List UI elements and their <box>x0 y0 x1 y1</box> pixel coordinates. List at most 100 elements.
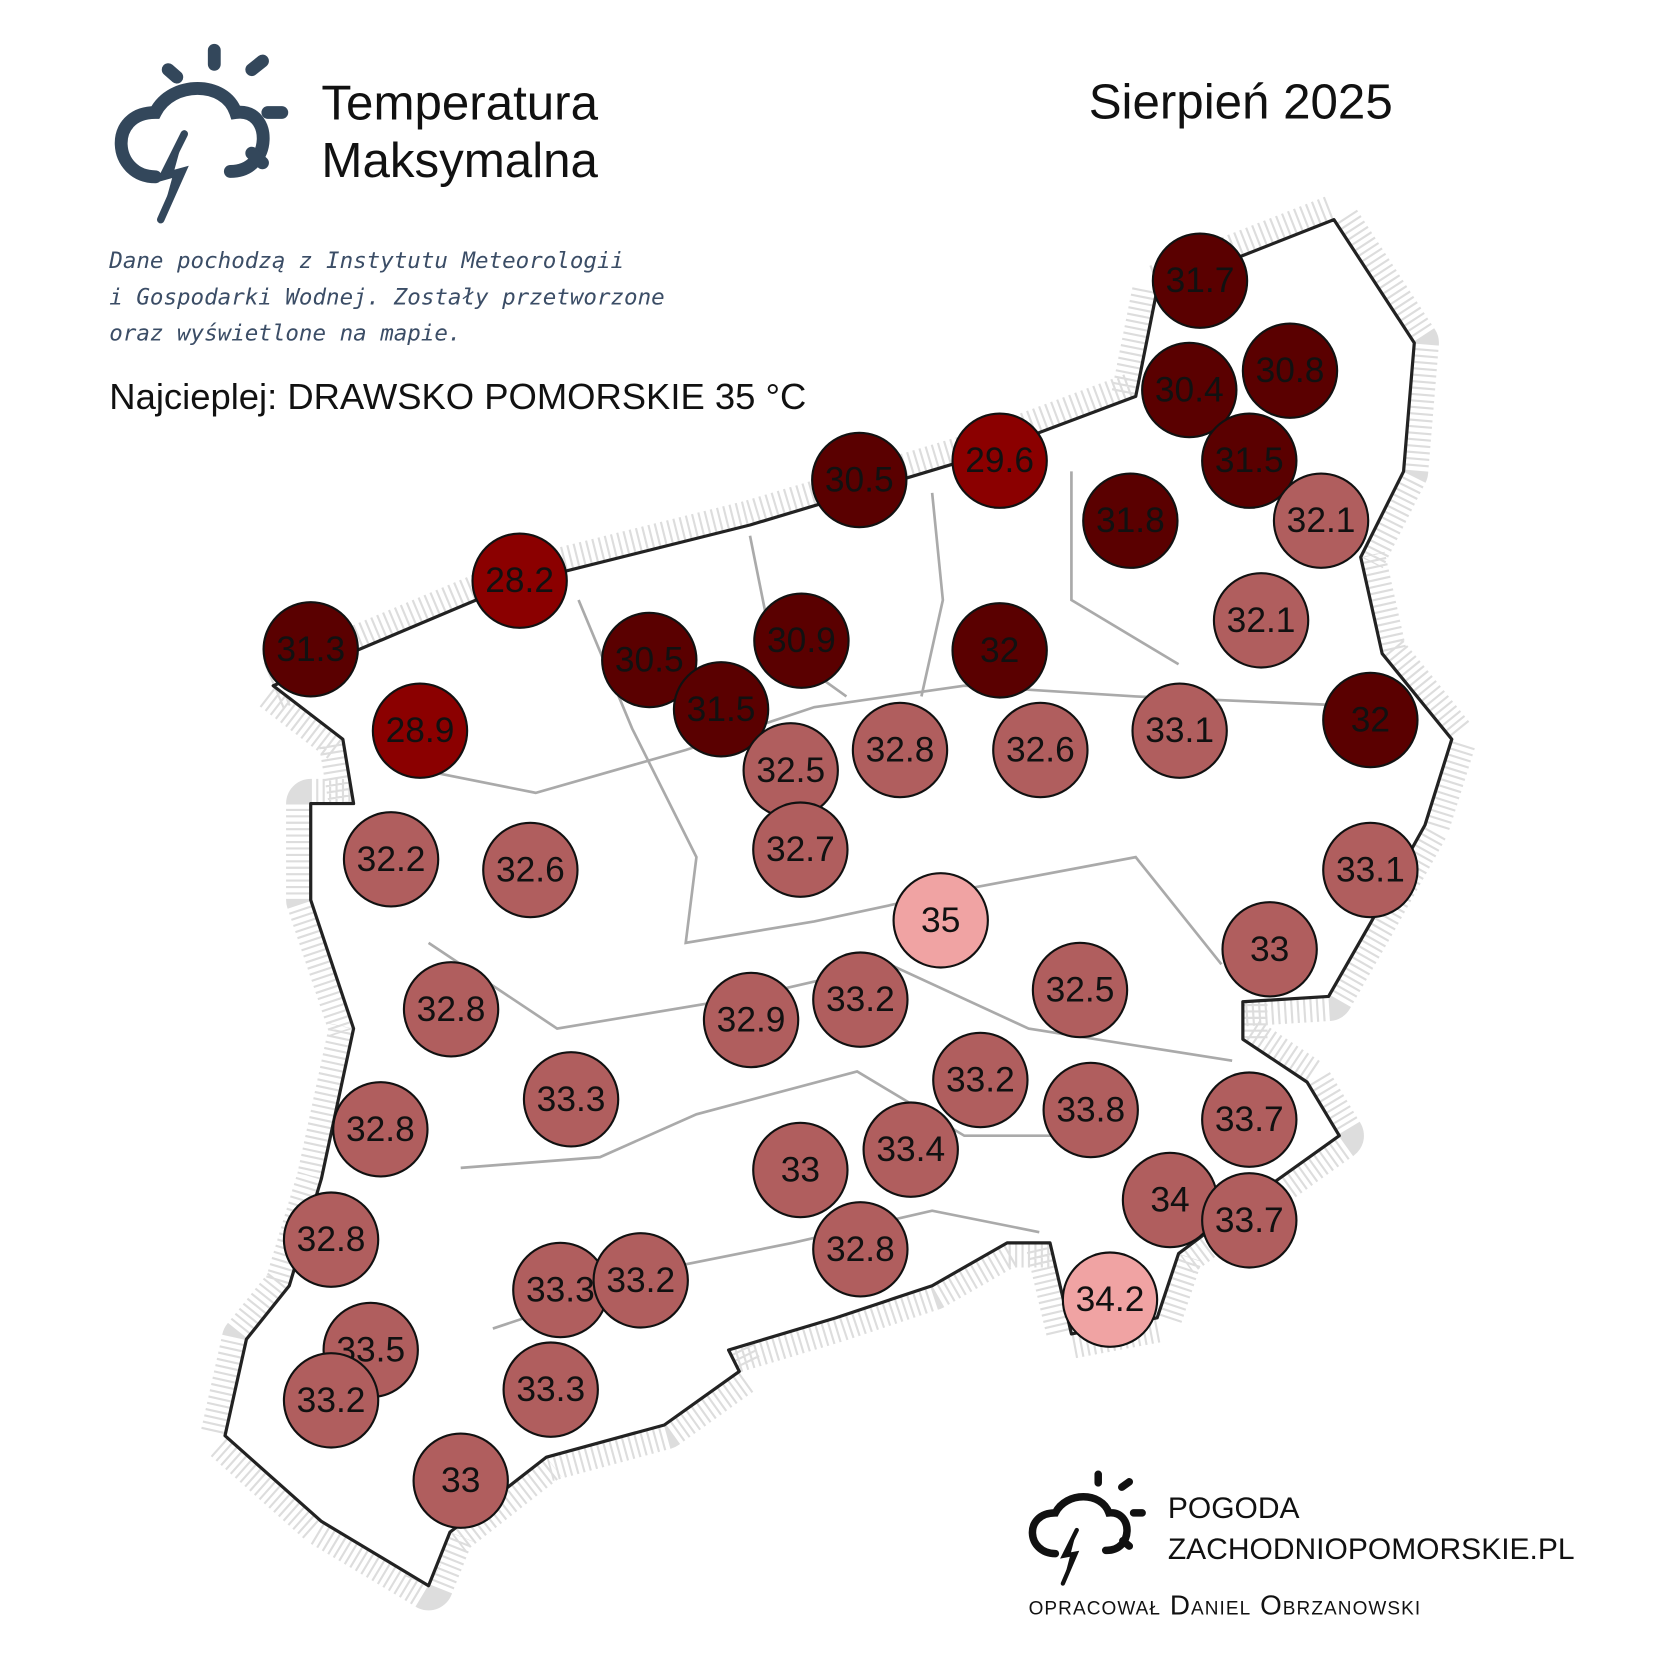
title-line: Maksymalna <box>321 133 598 188</box>
station-marker <box>1201 1071 1298 1168</box>
station-value: 28.9 <box>386 711 455 750</box>
station-value: 32.8 <box>866 731 935 770</box>
station-marker <box>282 1191 380 1288</box>
station-value: 33.2 <box>946 1061 1015 1100</box>
station-value: 33.2 <box>826 980 895 1019</box>
station-value: 31.5 <box>1215 441 1284 480</box>
station-marker <box>262 601 359 698</box>
station-value: 32.6 <box>1006 731 1075 770</box>
station-marker <box>1061 1251 1159 1348</box>
author: opracował Daniel Obrzanowski <box>1029 1590 1422 1621</box>
station-value: 33.7 <box>1215 1201 1284 1240</box>
station-marker <box>851 701 949 799</box>
station-marker <box>951 412 1048 509</box>
station-value: 32.6 <box>496 851 565 890</box>
stations: 31.7 30.8 30.4 31.5 29.6 30.5 31.8 32.1 28.2 32.1… <box>262 232 1419 1529</box>
brand-line: ZACHODNIOPOMORSKIE.PL <box>1168 1533 1575 1566</box>
station-value: 30.4 <box>1155 371 1224 410</box>
station-marker <box>702 971 800 1069</box>
station-value: 30.8 <box>1256 351 1325 390</box>
period: Sierpień 2025 <box>1089 74 1393 129</box>
station-marker <box>812 1201 909 1298</box>
station-value: 32.8 <box>297 1220 366 1259</box>
station-marker <box>482 821 579 919</box>
station-value: 33.1 <box>1145 711 1214 750</box>
station-marker <box>332 1081 429 1178</box>
brand-line: POGODA <box>1168 1492 1300 1525</box>
station-value: 32.8 <box>826 1230 895 1269</box>
station-value: 30.5 <box>825 461 894 500</box>
station-value: 32.7 <box>766 830 835 869</box>
station-marker <box>752 801 849 898</box>
station-value: 33.3 <box>516 1370 585 1409</box>
station-value: 32 <box>980 631 1019 670</box>
station-value: 32.1 <box>1227 601 1296 640</box>
station-value: 33.4 <box>876 1130 945 1169</box>
station-marker <box>502 1341 599 1438</box>
note-line: i Gospodarki Wodnej. Zostały przetworzon… <box>109 284 664 310</box>
station-value: 31.3 <box>276 630 345 669</box>
station-marker <box>402 961 500 1058</box>
station-value: 31.5 <box>687 690 756 729</box>
station-value: 29.6 <box>965 441 1034 480</box>
station-value: 30.5 <box>615 641 684 680</box>
station-value: 33 <box>441 1461 480 1500</box>
note-line: oraz wyświetlone na mapie. <box>109 321 461 347</box>
station-marker <box>1241 322 1339 419</box>
station-marker <box>951 602 1048 699</box>
station-marker <box>522 1051 620 1148</box>
station-marker <box>412 1432 509 1529</box>
station-marker <box>752 1121 849 1219</box>
station-value: 33.7 <box>1215 1100 1284 1139</box>
station-value: 32 <box>1351 701 1390 740</box>
station-value: 33.2 <box>606 1261 675 1300</box>
station-marker <box>1322 671 1419 769</box>
station-marker <box>1201 412 1298 509</box>
station-value: 31.8 <box>1096 501 1165 540</box>
station-marker <box>992 701 1089 799</box>
station-marker <box>1221 901 1318 998</box>
station-value: 33.8 <box>1056 1091 1125 1130</box>
station-marker <box>892 872 989 969</box>
station-value: 28.2 <box>485 561 554 600</box>
station-marker <box>342 811 440 908</box>
station-marker <box>753 592 850 689</box>
station-marker <box>592 1232 689 1329</box>
station-marker <box>932 1031 1029 1129</box>
station-marker <box>601 611 698 709</box>
footer-logo <box>1028 1470 1146 1586</box>
station-marker <box>1031 941 1129 1039</box>
station-value: 32.5 <box>756 751 825 790</box>
station-value: 33 <box>1250 930 1289 969</box>
station-marker <box>1212 572 1310 669</box>
note-line: Dane pochodzą z Instytutu Meteorologii <box>108 248 624 274</box>
hottest: Najcieplej: DRAWSKO POMORSKIE 35 °C <box>109 376 806 417</box>
logo <box>114 43 289 224</box>
station-marker <box>371 682 469 779</box>
station-marker <box>1151 232 1249 329</box>
station-marker <box>1131 682 1228 779</box>
station-value: 34.2 <box>1076 1280 1145 1319</box>
station-marker <box>1322 821 1419 919</box>
station-value: 33 <box>781 1151 820 1190</box>
station-value: 33.2 <box>297 1381 366 1420</box>
station-value: 33.3 <box>537 1080 606 1119</box>
station-value: 32.8 <box>346 1110 415 1149</box>
station-marker <box>1082 472 1179 569</box>
station-value: 33.1 <box>1336 851 1405 890</box>
station-value: 33.3 <box>526 1271 595 1310</box>
title-line: Temperatura <box>321 75 598 130</box>
station-value: 32.2 <box>357 840 426 879</box>
station-value: 31.7 <box>1166 261 1235 300</box>
station-value: 34 <box>1150 1181 1189 1220</box>
station-marker <box>1272 472 1370 569</box>
station-marker <box>811 431 908 529</box>
station-value: 32.9 <box>717 1000 786 1039</box>
station-marker <box>1042 1061 1139 1159</box>
station-marker <box>862 1101 959 1198</box>
station-marker <box>282 1352 380 1449</box>
station-marker <box>812 951 909 1048</box>
station-value: 32.8 <box>417 990 486 1029</box>
